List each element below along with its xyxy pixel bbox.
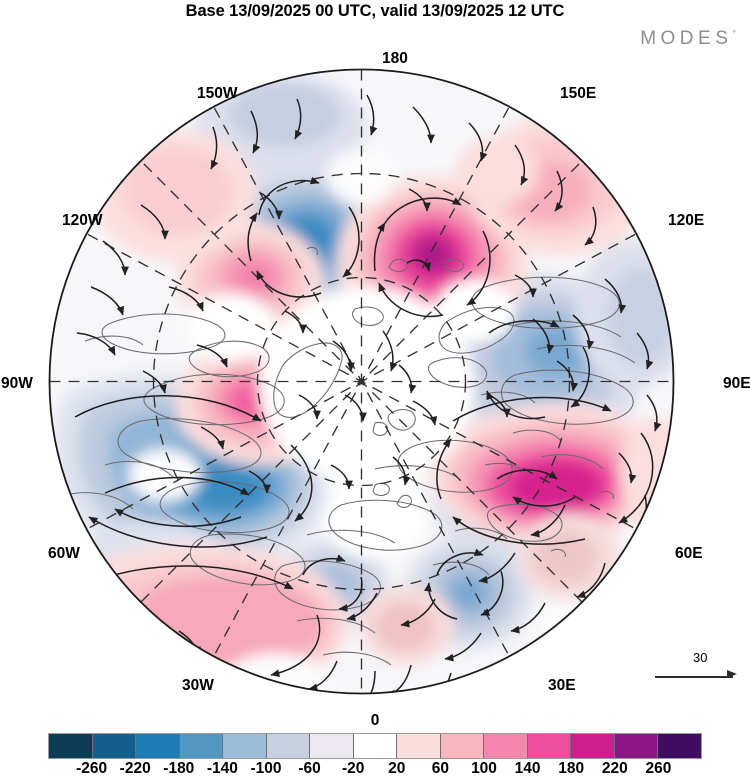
- logo-mark: °: [732, 28, 736, 39]
- meridian-label-60w: 60W: [48, 545, 80, 562]
- colorbar-swatch: [223, 734, 267, 758]
- colorbar-tick-label: 100: [471, 760, 497, 777]
- colorbar-swatch: [49, 734, 93, 758]
- colorbar-tick-label: -20: [341, 760, 365, 777]
- page-title: Base 13/09/2025 00 UTC, valid 13/09/2025…: [185, 2, 565, 20]
- colorbar-swatch: [266, 734, 311, 758]
- colorbar-tick-label: 260: [645, 760, 672, 777]
- colorbar-zero-label-row: 0: [48, 712, 702, 732]
- meridian-label-30w: 30W: [182, 677, 214, 694]
- meridian-label-120e: 120E: [668, 212, 705, 229]
- colorbar-tick-label: -100: [250, 760, 282, 777]
- reference-vector-label: 30: [693, 650, 708, 665]
- colorbar-tick-label: 180: [558, 760, 585, 777]
- reference-vector: 30: [655, 650, 745, 700]
- colorbar-tick-label: -60: [298, 760, 321, 777]
- colorbar: [48, 733, 702, 759]
- colorbar-swatch: [614, 734, 659, 758]
- colorbar-tick-label: -140: [206, 760, 238, 777]
- colorbar-tick-label: -220: [119, 760, 151, 777]
- colorbar-tick-label: 20: [388, 760, 406, 777]
- colorbar-swatch: [397, 734, 441, 758]
- colorbar-swatch: [484, 734, 528, 758]
- colorbar-tick-label: 220: [601, 760, 628, 777]
- globe-outline: [48, 68, 675, 695]
- meridian-label-60e: 60E: [675, 545, 703, 562]
- reference-vector-line: [655, 676, 733, 678]
- meridian-label-120w: 120W: [62, 212, 103, 229]
- meridian-label-90w: 90W: [1, 375, 33, 392]
- polar-stereographic-map: [45, 65, 678, 698]
- polar-map-container: 180 150W 120W 90W 60W 30W 150E 120E 90E …: [1, 50, 750, 712]
- logo-text: MODES: [640, 28, 733, 49]
- graticule: [49, 69, 674, 694]
- colorbar-zero-label: 0: [370, 712, 380, 729]
- colorbar-tick-label: 60: [431, 760, 450, 777]
- colorbar-swatch: [310, 734, 354, 758]
- reference-vector-arrowhead: [727, 670, 737, 678]
- colorbar-swatch: [527, 734, 572, 758]
- meridian-label-90e: 90E: [723, 375, 750, 392]
- meridian-label-150w: 150W: [197, 85, 238, 102]
- colorbar-tick-label: -180: [163, 760, 195, 777]
- colorbar-swatch: [136, 734, 180, 758]
- meridian-label-30e: 30E: [548, 677, 576, 694]
- colorbar-swatch: [658, 734, 701, 758]
- meridian-label-150e: 150E: [560, 85, 597, 102]
- colorbar-swatch: [571, 734, 615, 758]
- modes-logo: MODES°: [640, 28, 736, 50]
- colorbar-swatch: [353, 734, 398, 758]
- colorbar-tick-label: 140: [514, 760, 541, 777]
- anomaly-field: [49, 69, 674, 694]
- colorbar-swatch: [440, 734, 485, 758]
- colorbar-tick-label: -260: [76, 760, 108, 777]
- map-svg: [48, 68, 675, 695]
- colorbar-tick-labels: -260 -220 -180 -140 -100 -60 -20 20 60 100 140 180 2…: [48, 760, 702, 782]
- colorbar-swatch: [179, 734, 224, 758]
- colorbar-swatch: [92, 734, 137, 758]
- meridian-label-180: 180: [382, 50, 408, 67]
